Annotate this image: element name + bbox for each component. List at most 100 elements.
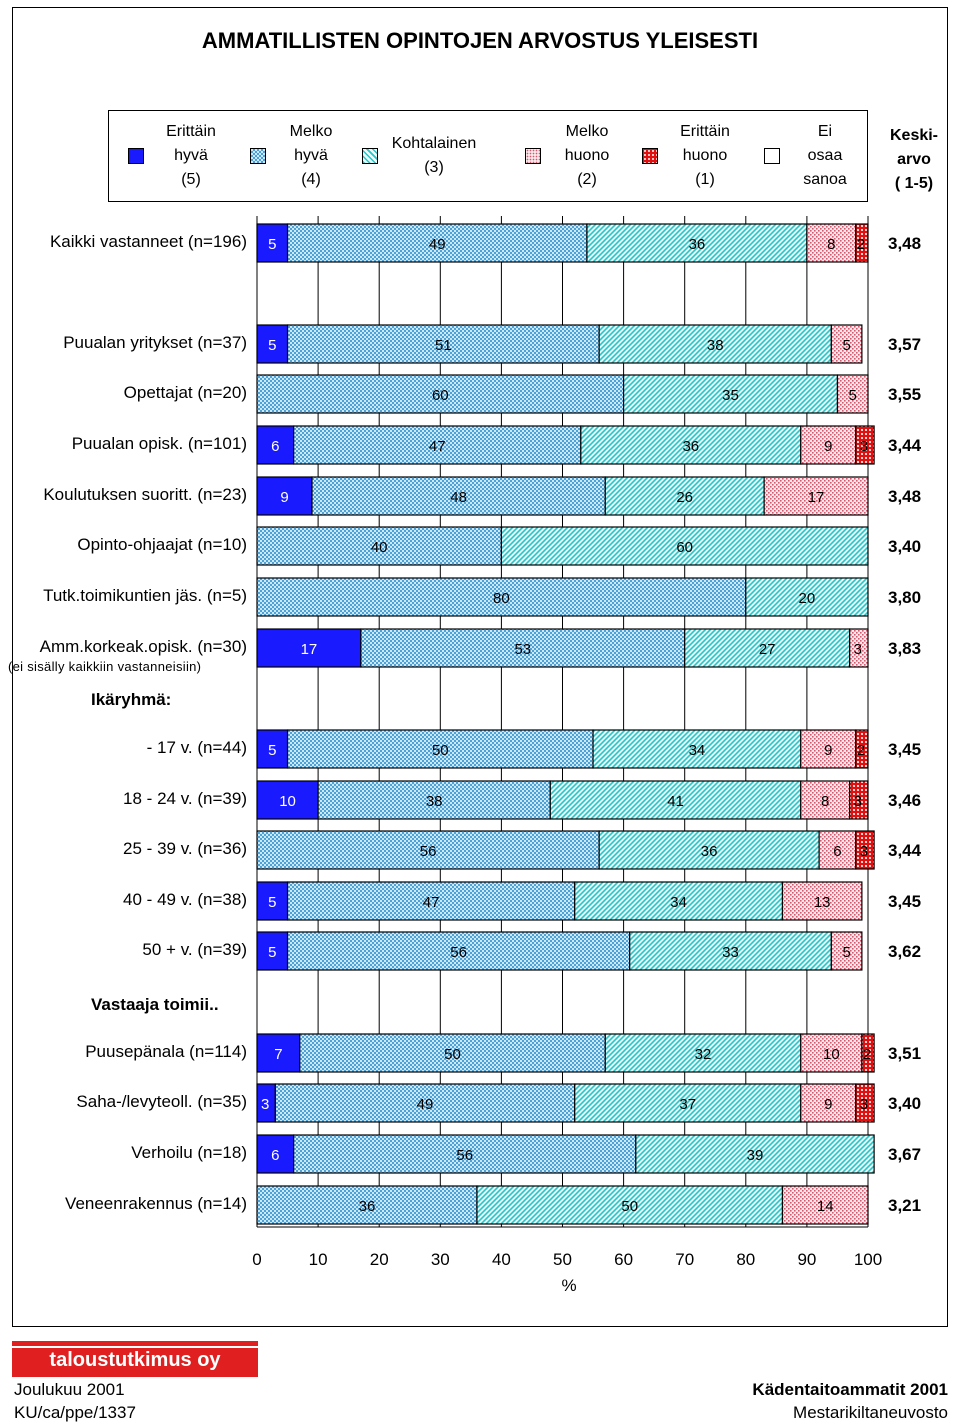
bar-value-label: 60	[432, 387, 449, 404]
row-label: Opettajat (n=20)	[123, 383, 247, 402]
legend-label-line: Ei	[817, 123, 833, 140]
bar-value-label: 56	[420, 843, 437, 860]
mean-value: 3,62	[888, 942, 922, 961]
bar-value-label: 3	[860, 843, 868, 860]
bar-segment-very-poor	[855, 1083, 875, 1123]
row-label: Koulutuksen suoritt. (n=23)	[43, 485, 247, 504]
bar-value-label: 50	[621, 1198, 638, 1215]
bar-value-label: 56	[456, 1147, 473, 1164]
bar-segment-very-good	[256, 780, 319, 820]
bar-segment-poor	[849, 628, 869, 668]
bar-value-label: 8	[827, 236, 835, 253]
bar-value-label: 50	[444, 1046, 461, 1063]
bar-segment-very-poor	[849, 780, 869, 820]
bar-segment-good	[256, 374, 625, 414]
legend	[108, 110, 868, 202]
legend-swatch-moderate	[362, 148, 378, 164]
bar-value-label: 33	[722, 944, 739, 961]
bar-value-label: 27	[759, 641, 776, 658]
bar-segment-good	[286, 931, 631, 971]
bar-segment-good	[256, 830, 600, 870]
bar-segment-moderate	[476, 1185, 784, 1225]
bar-segment-very-good	[256, 931, 289, 971]
mean-value: 3,80	[888, 588, 922, 607]
bar-value-label: 2	[863, 1046, 871, 1063]
footer-date: Joulukuu 2001	[14, 1380, 125, 1399]
legend-label-line: Erittäin	[680, 123, 730, 140]
bar-value-label: 10	[279, 793, 296, 810]
bar-segment-poor	[830, 324, 863, 364]
bar-value-label: 9	[824, 742, 832, 759]
mean-value: 3,83	[888, 639, 922, 658]
mean-value: 3,67	[888, 1145, 922, 1164]
heading-age-group: Ikäryhmä:	[91, 690, 172, 709]
bar-value-label: 3	[854, 641, 862, 658]
bar-value-label: 36	[689, 236, 706, 253]
bar-value-label: 47	[429, 438, 446, 455]
bar-segment-poor	[800, 780, 851, 820]
bar-value-label: 5	[268, 742, 276, 759]
bar-value-label: 8	[821, 793, 829, 810]
bar-value-label: 34	[689, 742, 706, 759]
legend-swatch-very-good	[128, 148, 144, 164]
bar-segment-poor	[800, 729, 857, 769]
bar-segment-moderate	[635, 1134, 875, 1174]
bar-segment-poor	[763, 476, 869, 516]
x-tick-label: 80	[736, 1250, 755, 1269]
bar-segment-poor	[800, 425, 857, 465]
bar-value-label: 36	[359, 1198, 376, 1215]
mean-value: 3,51	[888, 1044, 922, 1063]
bar-value-label: 20	[799, 590, 816, 607]
legend-label-good: Melko hyvä (4)	[256, 120, 366, 192]
bar-segment-poor	[806, 223, 857, 263]
footer-project: Kädentaitoammatit 2001	[752, 1380, 948, 1399]
bar-value-label: 5	[268, 944, 276, 961]
bar-value-label: 38	[707, 337, 724, 354]
bar-value-label: 41	[667, 793, 684, 810]
mean-header-line-2: arvo	[897, 151, 931, 168]
legend-label-no-opinion: Ei osaa sanoa	[770, 120, 880, 192]
bar-segment-moderate	[586, 223, 808, 263]
bar-value-label: 36	[682, 438, 699, 455]
bar-segment-good	[286, 223, 588, 263]
bar-value-label: 6	[271, 438, 279, 455]
row-label: Verhoilu (n=18)	[131, 1143, 247, 1162]
legend-label-line: Melko	[289, 123, 333, 140]
bar-segment-moderate	[622, 374, 839, 414]
bar-value-label: 10	[823, 1046, 840, 1063]
chart-title: AMMATILLISTEN OPINTOJEN ARVOSTUS YLEISES…	[201, 28, 759, 53]
x-tick-label: 50	[553, 1250, 572, 1269]
bar-segment-very-good	[256, 324, 289, 364]
x-tick-label: 10	[309, 1250, 328, 1269]
mean-value: 3,45	[888, 740, 922, 759]
bar-value-label: 9	[824, 1096, 832, 1113]
bar-value-label: 2	[857, 742, 865, 759]
legend-swatch-very-poor	[642, 148, 658, 164]
legend-label-line: Melko	[565, 123, 609, 140]
bar-segment-poor	[818, 830, 857, 870]
mean-value: 3,46	[888, 791, 922, 810]
legend-label-line: Kohtalainen	[391, 135, 477, 152]
bar-segment-good	[256, 577, 747, 617]
x-ticks: 0 10 20 30 40 50 60 70 80 90 100	[252, 1250, 882, 1269]
legend-label-very-good: Erittäin hyvä (5)	[136, 120, 246, 192]
bar-value-label: 17	[301, 641, 318, 658]
bar-value-label: 35	[722, 387, 739, 404]
bar-segment-very-poor	[855, 830, 875, 870]
row-label: Veneenrakennus (n=14)	[65, 1194, 247, 1213]
legend-label-line: osaa	[807, 147, 843, 164]
brand-text: taloustutkimus oy	[49, 1349, 221, 1371]
legend-label-line: (3)	[424, 159, 444, 176]
legend-label-moderate: Kohtalainen (3)	[379, 132, 489, 180]
chart-frame	[12, 7, 948, 1327]
bar-value-label: 50	[432, 742, 449, 759]
bar-value-label: 5	[268, 894, 276, 911]
bar-segment-good	[293, 425, 582, 465]
bar-value-label: 9	[824, 438, 832, 455]
legend-label-poor: Melko huono (2)	[532, 120, 642, 192]
bar-value-label: 3	[261, 1096, 269, 1113]
footer-client: Mestarikiltaneuvosto	[793, 1403, 948, 1422]
legend-label-line: hyvä	[294, 147, 328, 164]
bar-segment-very-good	[256, 628, 362, 668]
